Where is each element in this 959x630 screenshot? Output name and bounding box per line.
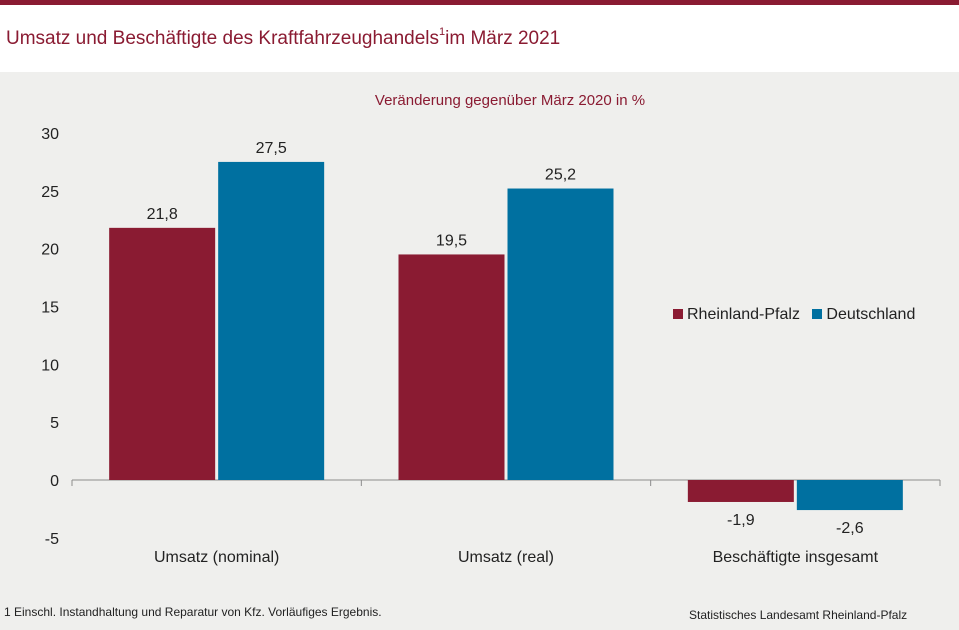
chart-title-text: Umsatz und Beschäftigte des Kraftfahrzeu… [6,28,440,49]
data-label: -1,9 [727,512,755,529]
y-tick-label: 25 [41,184,59,201]
y-tick-label: 0 [50,473,59,490]
footnote: 1 Einschl. Instandhaltung und Reparatur … [4,605,382,619]
title-area [0,5,959,72]
legend-item-rheinland-pfalz: Rheinland-Pfalz [673,306,800,324]
chart-title: Umsatz und Beschäftigte des Kraftfahrzeu… [6,26,561,50]
data-label: -2,6 [836,520,864,537]
top-rule [0,0,959,5]
chart-title-suffix: im März 2021 [445,28,561,49]
x-category-label: Umsatz (real) [458,549,554,566]
legend-label-deutschland: Deutschland [826,306,916,323]
chart-subtitle: Veränderung gegenüber März 2020 in % [374,92,646,109]
legend: Rheinland-Pfalz Deutschland [673,306,923,324]
bar [687,480,794,502]
legend-item-deutschland: Deutschland [812,306,915,324]
y-tick-label: 20 [41,242,59,259]
x-category-label: Umsatz (nominal) [154,549,279,566]
legend-label-rheinland-pfalz: Rheinland-Pfalz [687,306,800,323]
bar [507,188,614,480]
y-tick-label: -5 [45,531,59,548]
y-tick-label: 5 [50,415,59,432]
legend-swatch-deutschland [812,309,823,319]
y-tick-label: 10 [41,357,59,374]
title-footnote-marker: 1 [439,26,446,38]
bar [398,254,505,480]
data-label: 19,5 [436,232,467,249]
bar [109,227,216,480]
y-tick-label: 30 [41,126,59,143]
data-label: 27,5 [256,140,287,157]
source-note: Statistisches Landesamt Rheinland-Pfalz [689,608,908,622]
y-tick-label: 15 [41,300,59,317]
legend-swatch-rheinland-pfalz [673,309,683,319]
data-label: 25,2 [545,167,576,184]
bar [796,480,903,511]
x-category-label: Beschäftigte insgesamt [713,549,879,566]
data-label: 21,8 [147,206,178,223]
bar [218,161,325,480]
